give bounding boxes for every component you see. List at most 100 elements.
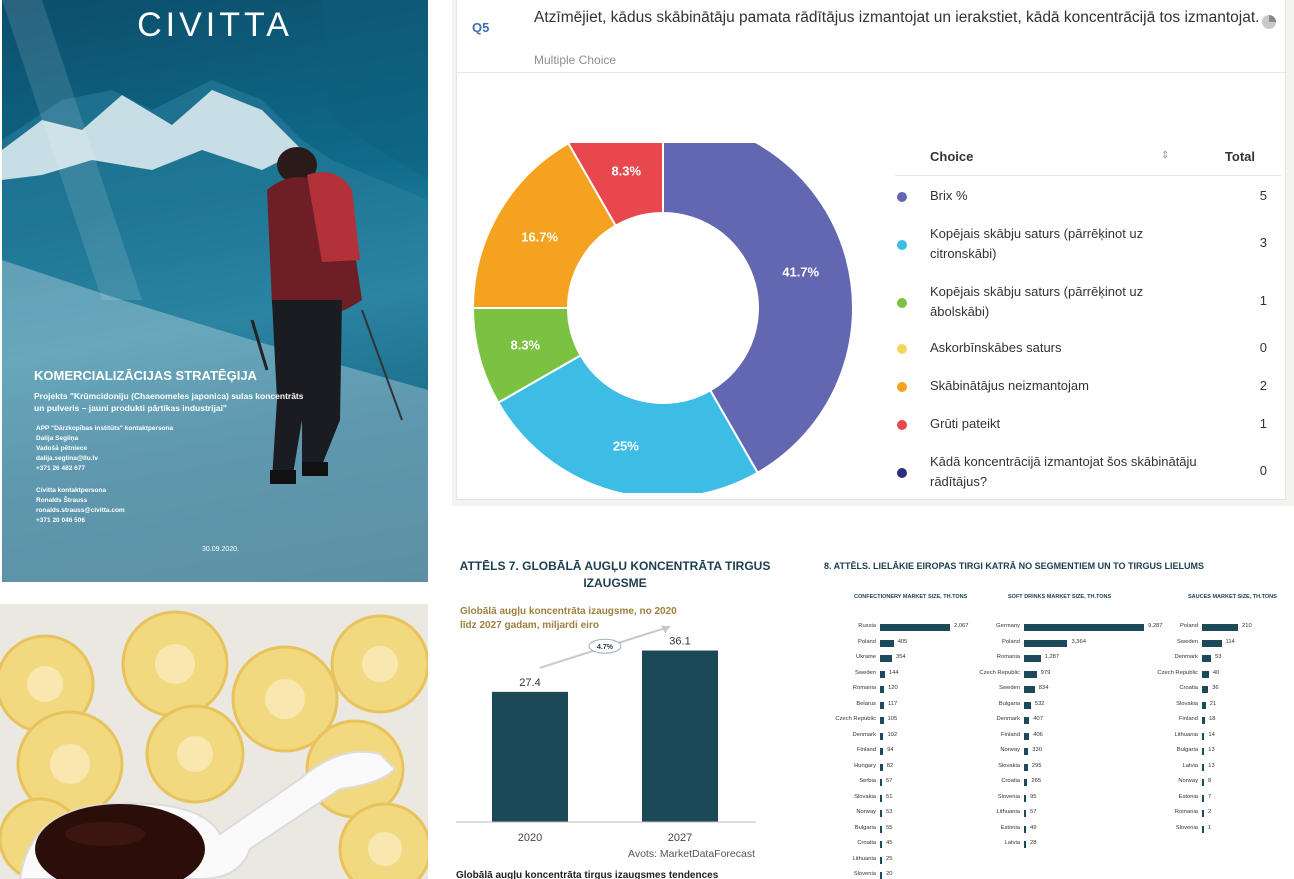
country-label: Slovenia bbox=[853, 871, 876, 877]
country-label: Poland bbox=[1001, 638, 1020, 645]
country-label: Hungary bbox=[854, 762, 876, 769]
market-row: Czech Republic 105 bbox=[828, 713, 986, 729]
country-label: Lithuania bbox=[1174, 731, 1198, 738]
market-row: Croatia 36 bbox=[1148, 682, 1274, 698]
market-value-label: 53 bbox=[1215, 654, 1222, 660]
bar-value-label: 27.4 bbox=[519, 677, 540, 689]
market-bar bbox=[1202, 779, 1204, 786]
legend-dot-icon bbox=[897, 420, 907, 430]
cagr-badge bbox=[588, 638, 622, 654]
market-row: Russia 2,067 bbox=[828, 620, 986, 636]
category-label: 2020 bbox=[518, 832, 542, 844]
legend-dot-icon bbox=[897, 240, 907, 250]
market-bar bbox=[1202, 701, 1206, 709]
market-row: Denmark 102 bbox=[828, 729, 986, 745]
market-row: Croatia 45 bbox=[828, 837, 986, 853]
market-row: Hungary 82 bbox=[828, 760, 986, 776]
market-row: Romania 1,287 bbox=[978, 651, 1180, 667]
contact-block-civitta: Civitta kontaktpersona Ronalds Štrauss r… bbox=[36, 486, 125, 526]
market-bar bbox=[880, 639, 894, 647]
contact-block-institute: APP "Dārzkopības institūts" kontaktperso… bbox=[36, 424, 173, 474]
country-label: Latvia bbox=[1182, 762, 1198, 769]
market-value-label: 53 bbox=[886, 809, 893, 815]
market-bar bbox=[1202, 717, 1206, 724]
market-value-label: 354 bbox=[895, 654, 906, 660]
choice-label: Brix % bbox=[930, 188, 968, 203]
market-value-label: 14 bbox=[1208, 731, 1215, 738]
market-row: Bulgaria 55 bbox=[828, 822, 986, 838]
market-bar bbox=[1202, 810, 1204, 817]
market-value-label: 94 bbox=[887, 747, 894, 753]
market-value-label: 834 bbox=[1038, 685, 1049, 691]
market-value-label: 8 bbox=[1208, 778, 1212, 784]
market-row: Czech Republic 40 bbox=[1148, 667, 1274, 683]
market-bar bbox=[1202, 624, 1238, 631]
figure-7-bar-chart: ATTĒLS 7. GLOBĀLĀ AUGĻU KONCENTRĀTA TIRG… bbox=[456, 555, 774, 879]
country-label: Lithuania bbox=[852, 855, 876, 862]
market-bar bbox=[880, 794, 882, 802]
market-row: Sweden 834 bbox=[978, 682, 1180, 698]
market-value-label: 13 bbox=[1208, 747, 1215, 753]
country-label: Romania bbox=[852, 685, 876, 691]
market-bar bbox=[1024, 686, 1035, 693]
slice-percent-label: 8.3% bbox=[611, 163, 641, 178]
market-bar bbox=[1202, 763, 1205, 771]
country-label: Russia bbox=[858, 623, 876, 629]
contact-line: +371 20 046 506 bbox=[36, 517, 85, 524]
country-label: Croatia bbox=[1179, 685, 1198, 691]
choice-label: Askorbīnskābes saturs bbox=[930, 340, 1062, 355]
question-type: Multiple Choice bbox=[534, 53, 617, 67]
market-row: Slovakia 21 bbox=[1148, 698, 1274, 714]
question-number: Q5 bbox=[472, 20, 490, 35]
market-value-label: 3,364 bbox=[1071, 638, 1086, 645]
market-value-label: 20 bbox=[886, 871, 893, 877]
market-value-label: 1,287 bbox=[1044, 654, 1060, 660]
country-label: Belarus bbox=[856, 700, 876, 707]
market-value-label: 210 bbox=[1242, 623, 1252, 629]
market-value-label: 9,287 bbox=[1148, 623, 1163, 629]
market-row: Romania 2 bbox=[1148, 806, 1274, 822]
market-bar bbox=[880, 825, 882, 833]
market-value-label: 144 bbox=[888, 669, 899, 676]
pie-chart-icon[interactable] bbox=[1261, 14, 1277, 30]
country-label: Czech Republic bbox=[1157, 669, 1198, 676]
market-row: Latvia 28 bbox=[978, 837, 1180, 853]
market-bar bbox=[880, 732, 884, 740]
donut-slice[interactable] bbox=[471, 143, 618, 309]
donut-slice[interactable] bbox=[496, 353, 760, 493]
country-label: Denmark bbox=[852, 731, 876, 738]
market-row: Lithuania 25 bbox=[828, 853, 986, 869]
market-value-label: 295 bbox=[1031, 762, 1042, 769]
market-row: Serbia 57 bbox=[828, 775, 986, 791]
market-bar bbox=[1202, 639, 1222, 647]
market-row: Denmark 53 bbox=[1148, 651, 1274, 667]
legend-dot-icon bbox=[897, 192, 907, 202]
country-label: Sweden bbox=[1177, 638, 1198, 645]
choice-total: 1 bbox=[1259, 416, 1267, 431]
market-value-label: 407 bbox=[1033, 716, 1043, 722]
panel-title: SAUCES MARKET SIZE, TH.TONS bbox=[1188, 594, 1277, 600]
contact-line: APP "Dārzkopības institūts" kontaktperso… bbox=[36, 425, 174, 432]
choice-table: Choice ⇕ Total Brix % 5 Kopējais skābju sa… bbox=[895, 138, 1281, 489]
figure-8-market-charts: 8. ATTĒLS. LIELĀKIE EIROPAS TIRGI KATRĀ … bbox=[818, 556, 1294, 879]
market-bar bbox=[1202, 655, 1212, 662]
legend-dot-icon bbox=[897, 298, 907, 308]
slice-percent-label: 16.7% bbox=[521, 230, 558, 245]
market-bar bbox=[1024, 779, 1028, 786]
donut-slice[interactable] bbox=[567, 143, 664, 227]
truncated-caption: Globālā augļu koncentrāta tirgus izaugsm… bbox=[456, 870, 719, 879]
column-header-choice[interactable]: Choice bbox=[930, 149, 974, 164]
market-value-label: 49 bbox=[1030, 824, 1037, 831]
market-row: Slovakia 295 bbox=[978, 760, 1180, 776]
country-label: Finland bbox=[1000, 731, 1020, 738]
market-value-label: 28 bbox=[1030, 840, 1037, 846]
market-row: Sweden 114 bbox=[1148, 636, 1274, 652]
market-value-label: 405 bbox=[897, 638, 908, 645]
divider bbox=[457, 72, 1285, 73]
figure-7-title: ATTĒLS 7. GLOBĀLĀ AUGĻU KONCENTRĀTA TIRG… bbox=[459, 559, 771, 590]
country-label: Denmark bbox=[996, 716, 1020, 722]
market-value-label: 13 bbox=[1208, 762, 1215, 769]
sort-icon[interactable]: ⇕ bbox=[1161, 150, 1170, 161]
mountain-climber-photo bbox=[2, 0, 428, 582]
market-bar bbox=[1024, 794, 1026, 802]
